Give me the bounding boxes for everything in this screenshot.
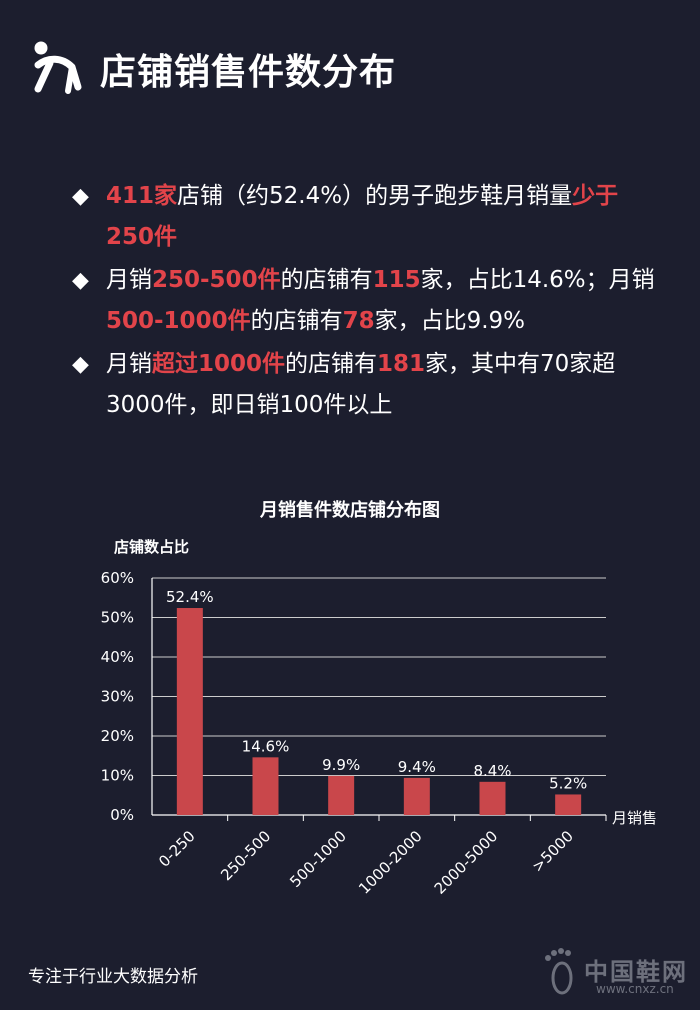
- watermark-text: 中国鞋网: [584, 958, 688, 986]
- footprint-icon: [545, 948, 573, 995]
- data-label: 9.9%: [322, 756, 360, 774]
- body-text: 的店铺有: [285, 351, 378, 377]
- bar: [176, 608, 203, 815]
- highlight-text: 181: [377, 351, 426, 377]
- bar: [555, 794, 582, 815]
- diamond-icon: ◆: [72, 352, 89, 377]
- highlight-text: 少于250件: [106, 183, 619, 250]
- highlight-text: 250-500件: [152, 267, 281, 293]
- highlight-text: 78: [342, 308, 375, 334]
- bar: [328, 775, 355, 815]
- x-tick-label: 1000-2000: [355, 827, 426, 898]
- highlight-text: 超过1000件: [152, 351, 286, 377]
- runner-icon: [34, 41, 82, 94]
- y-tick-label: 40%: [101, 648, 134, 666]
- body-text: 的店铺有: [250, 308, 343, 334]
- data-label: 8.4%: [473, 762, 511, 780]
- body-text: 家，其中有70家超3000件，即日销100件以上: [106, 351, 616, 418]
- bullet-text: 月销超过1000件的店铺有181家，其中有70家超3000件，即日销100件以上: [106, 351, 615, 418]
- header: 店铺销售件数分布: [28, 34, 396, 104]
- body-text: 月销: [106, 351, 152, 377]
- y-tick-label: 10%: [101, 767, 134, 785]
- y-tick-label: 30%: [101, 688, 134, 706]
- diamond-icon: ◆: [72, 268, 89, 293]
- x-tick-label: >5000: [528, 827, 577, 876]
- x-tick-label: 2000-5000: [431, 827, 502, 898]
- diamond-icon: ◆: [72, 184, 89, 209]
- data-label: 9.4%: [398, 758, 436, 776]
- x-tick-label: 0-250: [155, 827, 199, 871]
- y-tick-label: 60%: [101, 569, 134, 587]
- bullet-item: ◆ 月销超过1000件的店铺有181家，其中有70家超3000件，即日销100件…: [72, 344, 662, 426]
- y-tick-label: 0%: [110, 806, 134, 824]
- body-text: 家，占比9.9%: [374, 308, 526, 334]
- x-axis-title: 月销售: [612, 809, 657, 827]
- y-tick-label: 20%: [101, 727, 134, 745]
- body-text: 家，占比14.6%；月销: [420, 267, 655, 293]
- body-text: 月销: [106, 267, 152, 293]
- x-tick-label: 250-500: [217, 827, 274, 884]
- page-title: 店铺销售件数分布: [100, 52, 397, 93]
- bar: [403, 777, 430, 815]
- body-text: 的店铺有: [280, 267, 373, 293]
- watermark-url: www.cnxz.cn: [596, 982, 674, 996]
- x-tick-label: 500-1000: [286, 827, 350, 891]
- bullet-item: ◆ 月销250-500件的店铺有115家，占比14.6%；月销500-1000件…: [72, 260, 662, 342]
- bullet-list: ◆ 411家店铺（约52.4%）的男子跑步鞋月销量少于250件 ◆ 月销250-…: [72, 176, 662, 428]
- data-label: 5.2%: [549, 774, 587, 792]
- bar: [479, 781, 506, 815]
- bullet-item: ◆ 411家店铺（约52.4%）的男子跑步鞋月销量少于250件: [72, 176, 662, 258]
- y-axis-title: 店铺数占比: [114, 538, 190, 556]
- chart-title: 月销售件数店铺分布图: [260, 500, 440, 521]
- watermark-logo: 中国鞋网 www.cnxz.cn: [540, 948, 690, 1000]
- data-label: 52.4%: [166, 588, 214, 606]
- bullet-text: 月销250-500件的店铺有115家，占比14.6%；月销500-1000件的店…: [106, 267, 655, 334]
- bar-chart: 0% 10% 20% 30% 40% 50% 60% 52.4% 0-250 14.6% 250-5…: [101, 569, 657, 898]
- bullet-text: 411家店铺（约52.4%）的男子跑步鞋月销量少于250件: [106, 183, 618, 250]
- highlight-text: 500-1000件: [106, 308, 251, 334]
- highlight-text: 411家: [106, 183, 178, 209]
- body-text: 店铺（约52.4%）的男子跑步鞋月销量: [177, 183, 573, 209]
- footer-text: 专注于行业大数据分析: [28, 967, 198, 987]
- data-label: 14.6%: [242, 737, 290, 755]
- highlight-text: 115: [372, 267, 421, 293]
- bar: [252, 757, 279, 815]
- y-tick-label: 50%: [101, 609, 134, 627]
